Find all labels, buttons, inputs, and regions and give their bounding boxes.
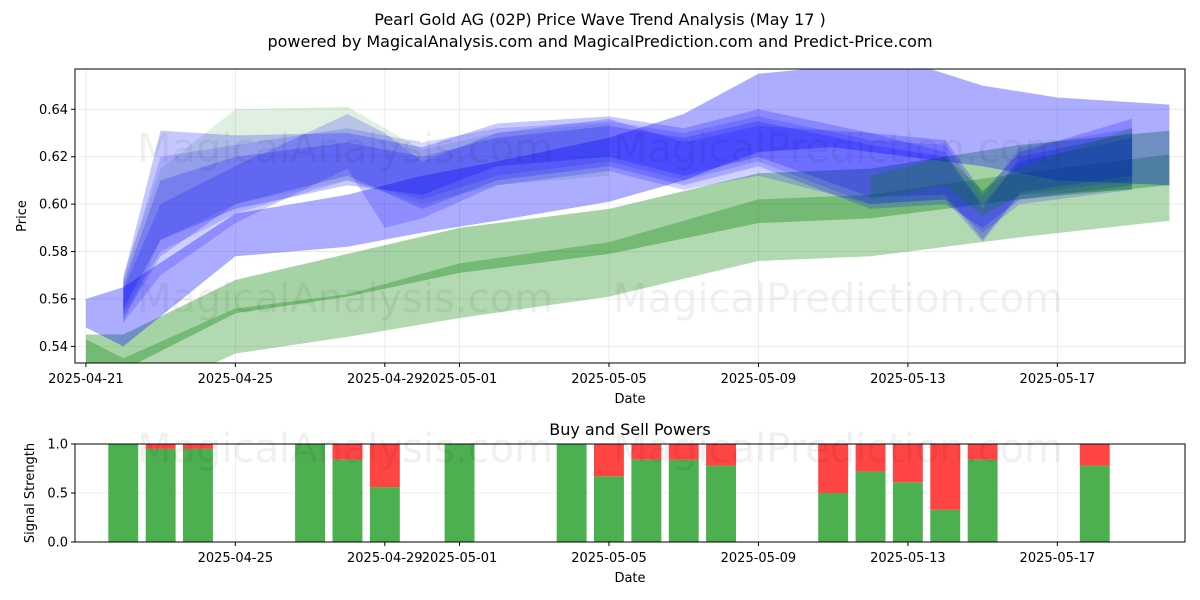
chart-title: Pearl Gold AG (02P) Price Wave Trend Ana…	[374, 10, 826, 29]
watermark: MagicalAnalysis.com	[137, 276, 553, 322]
blue-trend-band	[123, 109, 1133, 309]
price-y-axis-label: Price	[15, 200, 30, 232]
buy-power-bar	[295, 444, 325, 542]
sell-power-bar	[930, 444, 961, 510]
price-y-tick-label: 0.60	[39, 198, 68, 213]
green-trend-band	[85, 130, 1170, 363]
sell-power-bar	[145, 444, 176, 449]
price-grid	[75, 69, 1185, 363]
signal-x-tick-label: 2025-05-09	[721, 551, 797, 566]
buy-power-bar	[332, 459, 363, 542]
signal-y-ticks: 0.0 0.5 1.0	[47, 438, 75, 551]
buy-power-bar	[594, 476, 624, 542]
buy-power-bar	[556, 444, 587, 542]
buy-power-bar	[145, 448, 176, 542]
price-y-tick-label: 0.56	[39, 292, 68, 307]
price-watermarks: MagicalAnalysis.com MagicalAnalysis.com Ma…	[137, 126, 1063, 322]
green-trend-band	[870, 128, 1133, 216]
sell-power-bar	[967, 444, 998, 460]
buy-power-bar	[1079, 465, 1110, 542]
signal-x-ticks: 2025-04-25 2025-04-29 2025-05-01 2025-05-05…	[198, 542, 1096, 566]
buy-power-bar	[668, 459, 699, 542]
buy-power-bar	[967, 459, 998, 542]
watermark: MagicalAnalysis.com	[137, 426, 553, 472]
signal-x-tick-label: 2025-05-05	[571, 551, 647, 566]
price-x-tick-label: 2025-05-13	[870, 372, 946, 387]
green-trend-band	[85, 154, 1170, 363]
signal-chart-title: Buy and Sell Powers	[549, 420, 711, 439]
price-x-tick-label: 2025-05-05	[571, 372, 647, 387]
signal-x-tick-label: 2025-04-25	[198, 551, 274, 566]
green-trend-band	[123, 106, 610, 323]
price-x-tick-label: 2025-05-09	[721, 372, 797, 387]
sell-power-bar	[183, 444, 213, 449]
buy-power-bar	[892, 482, 923, 542]
price-x-axis-label: Date	[614, 392, 645, 407]
blue-trend-band	[123, 121, 1133, 318]
signal-y-tick-label: 0.5	[47, 487, 68, 502]
buy-power-bar	[855, 471, 886, 542]
buy-power-bar	[108, 444, 139, 542]
price-y-tick-label: 0.54	[39, 340, 68, 355]
price-y-tick-label: 0.58	[39, 245, 68, 260]
price-x-tick-label: 2025-04-21	[48, 372, 124, 387]
buy-power-bar	[631, 459, 662, 542]
watermark: MagicalAnalysis.com	[137, 126, 553, 172]
sell-power-bar	[594, 444, 624, 477]
watermark: MagicalPrediction.com	[613, 126, 1063, 172]
signal-x-tick-label: 2025-05-13	[870, 551, 946, 566]
blue-trend-band	[85, 69, 1170, 347]
signal-x-axis-label: Date	[614, 571, 645, 586]
sell-power-bar	[332, 444, 363, 460]
price-chart: MagicalAnalysis.com MagicalAnalysis.com Ma…	[15, 68, 1186, 407]
buy-power-bar	[444, 444, 475, 542]
sell-power-bar	[1079, 444, 1110, 466]
buy-power-bar	[183, 448, 213, 542]
blue-trend-band	[123, 116, 1133, 314]
blue-trend-band	[123, 114, 1133, 323]
signal-x-tick-label: 2025-04-29	[347, 551, 423, 566]
price-x-ticks: 2025-04-21 2025-04-25 2025-04-29 2025-05-01…	[48, 363, 1095, 387]
signal-bars	[108, 444, 1110, 542]
signal-y-axis-label: Signal Strength	[23, 443, 38, 543]
signal-watermarks: MagicalAnalysis.com MagicalPrediction.com	[137, 426, 1063, 472]
price-x-tick-label: 2025-04-25	[198, 372, 274, 387]
buy-power-bar	[369, 487, 400, 542]
chart-subtitle: powered by MagicalAnalysis.com and Magic…	[267, 32, 932, 51]
sell-power-bar	[818, 444, 849, 493]
sell-power-bar	[369, 444, 400, 488]
sell-power-bar	[631, 444, 662, 460]
watermark: MagicalPrediction.com	[613, 276, 1063, 322]
price-x-tick-label: 2025-05-17	[1020, 372, 1096, 387]
price-plot-frame	[74, 68, 1186, 364]
buy-power-bar	[930, 509, 961, 542]
signal-x-tick-label: 2025-05-01	[422, 551, 498, 566]
signal-chart: Buy and Sell Powers MagicalAnalysis.com M…	[23, 420, 1186, 586]
sell-power-bar	[706, 444, 736, 466]
buy-power-bar	[706, 465, 736, 542]
price-y-ticks: 0.54 0.56 0.58 0.60 0.62 0.64	[39, 103, 75, 355]
price-x-tick-label: 2025-05-01	[422, 372, 498, 387]
price-x-tick-label: 2025-04-29	[347, 372, 423, 387]
signal-y-tick-label: 0.0	[47, 536, 68, 551]
signal-y-tick-label: 1.0	[47, 438, 68, 453]
price-y-tick-label: 0.64	[39, 103, 68, 118]
price-y-tick-label: 0.62	[39, 150, 68, 165]
price-bands	[85, 69, 1170, 363]
signal-x-tick-label: 2025-05-17	[1020, 551, 1096, 566]
buy-power-bar	[818, 493, 849, 542]
sell-power-bar	[668, 444, 699, 460]
sell-power-bar	[855, 444, 886, 472]
watermark: MagicalPrediction.com	[613, 426, 1063, 472]
sell-power-bar	[892, 444, 923, 483]
